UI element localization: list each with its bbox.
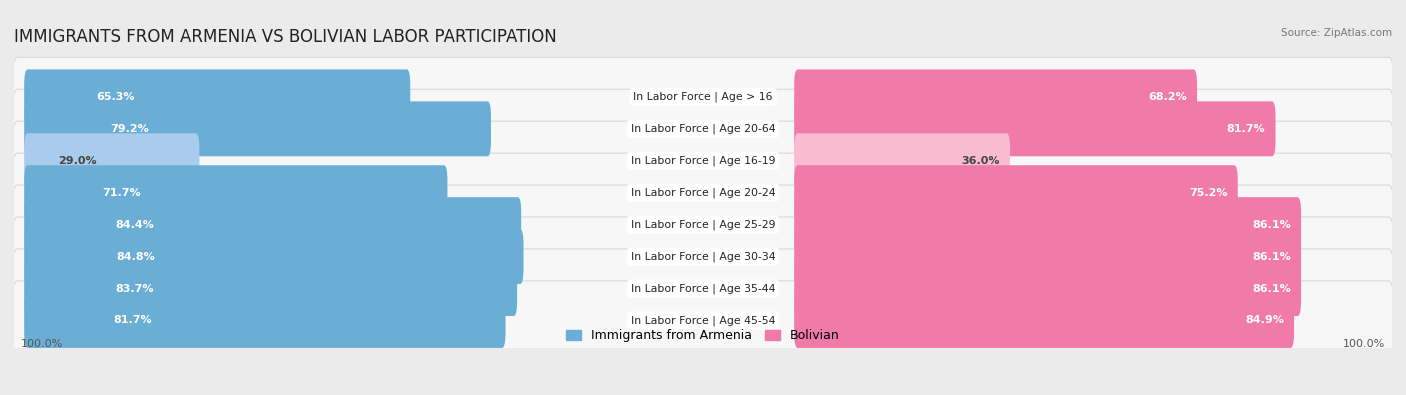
- Text: In Labor Force | Age > 16: In Labor Force | Age > 16: [633, 92, 773, 102]
- Text: 86.1%: 86.1%: [1253, 284, 1291, 293]
- Text: 84.4%: 84.4%: [115, 220, 155, 229]
- Text: In Labor Force | Age 20-24: In Labor Force | Age 20-24: [631, 188, 775, 198]
- FancyBboxPatch shape: [24, 133, 200, 188]
- Text: 100.0%: 100.0%: [1343, 339, 1385, 350]
- FancyBboxPatch shape: [24, 70, 411, 124]
- FancyBboxPatch shape: [13, 89, 1393, 168]
- FancyBboxPatch shape: [24, 197, 522, 252]
- FancyBboxPatch shape: [13, 217, 1393, 296]
- Text: 83.7%: 83.7%: [115, 284, 153, 293]
- FancyBboxPatch shape: [13, 57, 1393, 137]
- Text: Source: ZipAtlas.com: Source: ZipAtlas.com: [1281, 28, 1392, 38]
- FancyBboxPatch shape: [24, 229, 523, 284]
- Text: In Labor Force | Age 16-19: In Labor Force | Age 16-19: [631, 156, 775, 166]
- FancyBboxPatch shape: [794, 293, 1294, 348]
- Legend: Immigrants from Armenia, Bolivian: Immigrants from Armenia, Bolivian: [561, 324, 845, 347]
- FancyBboxPatch shape: [13, 249, 1393, 328]
- Text: 84.8%: 84.8%: [117, 252, 155, 261]
- FancyBboxPatch shape: [13, 185, 1393, 264]
- Text: 68.2%: 68.2%: [1149, 92, 1187, 102]
- Text: 75.2%: 75.2%: [1189, 188, 1227, 198]
- FancyBboxPatch shape: [24, 293, 506, 348]
- FancyBboxPatch shape: [794, 197, 1301, 252]
- FancyBboxPatch shape: [24, 102, 491, 156]
- Text: 86.1%: 86.1%: [1253, 220, 1291, 229]
- FancyBboxPatch shape: [24, 165, 447, 220]
- FancyBboxPatch shape: [794, 229, 1301, 284]
- Text: 36.0%: 36.0%: [962, 156, 1000, 166]
- Text: In Labor Force | Age 20-64: In Labor Force | Age 20-64: [631, 124, 775, 134]
- Text: In Labor Force | Age 25-29: In Labor Force | Age 25-29: [631, 219, 775, 230]
- Text: 84.9%: 84.9%: [1246, 316, 1284, 325]
- FancyBboxPatch shape: [13, 153, 1393, 232]
- FancyBboxPatch shape: [794, 70, 1197, 124]
- Text: 65.3%: 65.3%: [96, 92, 135, 102]
- Text: 86.1%: 86.1%: [1253, 252, 1291, 261]
- FancyBboxPatch shape: [794, 165, 1237, 220]
- Text: 71.7%: 71.7%: [103, 188, 141, 198]
- FancyBboxPatch shape: [13, 281, 1393, 360]
- Text: 81.7%: 81.7%: [1227, 124, 1265, 134]
- Text: 29.0%: 29.0%: [58, 156, 97, 166]
- FancyBboxPatch shape: [794, 261, 1301, 316]
- Text: In Labor Force | Age 45-54: In Labor Force | Age 45-54: [631, 315, 775, 326]
- Text: In Labor Force | Age 30-34: In Labor Force | Age 30-34: [631, 251, 775, 262]
- Text: 79.2%: 79.2%: [111, 124, 149, 134]
- Text: 81.7%: 81.7%: [112, 316, 152, 325]
- Text: 100.0%: 100.0%: [21, 339, 63, 350]
- FancyBboxPatch shape: [24, 261, 517, 316]
- FancyBboxPatch shape: [794, 133, 1010, 188]
- FancyBboxPatch shape: [13, 121, 1393, 200]
- Text: IMMIGRANTS FROM ARMENIA VS BOLIVIAN LABOR PARTICIPATION: IMMIGRANTS FROM ARMENIA VS BOLIVIAN LABO…: [14, 28, 557, 46]
- FancyBboxPatch shape: [794, 102, 1275, 156]
- Text: In Labor Force | Age 35-44: In Labor Force | Age 35-44: [631, 283, 775, 294]
